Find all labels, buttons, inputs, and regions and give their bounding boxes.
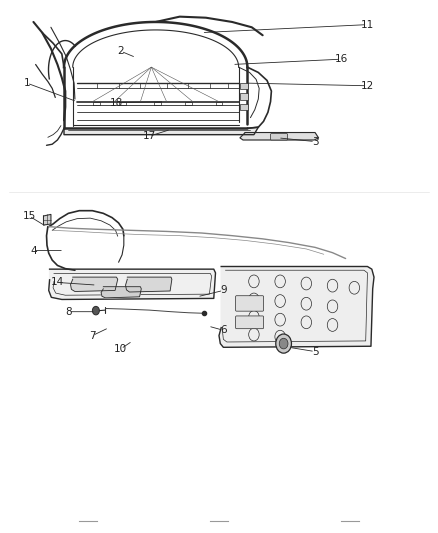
Text: 18: 18 <box>110 98 123 108</box>
FancyBboxPatch shape <box>271 134 288 140</box>
Circle shape <box>92 306 99 315</box>
FancyBboxPatch shape <box>240 93 248 100</box>
Text: 2: 2 <box>117 46 124 56</box>
Text: 3: 3 <box>312 136 318 147</box>
FancyBboxPatch shape <box>236 316 264 329</box>
Circle shape <box>279 338 288 349</box>
Text: 1: 1 <box>24 78 30 88</box>
Text: 16: 16 <box>335 54 348 64</box>
FancyBboxPatch shape <box>240 104 248 110</box>
Polygon shape <box>101 287 141 298</box>
FancyBboxPatch shape <box>240 83 248 89</box>
Polygon shape <box>71 277 118 292</box>
Text: 5: 5 <box>312 346 318 357</box>
Text: 9: 9 <box>220 286 227 295</box>
Text: 6: 6 <box>220 325 227 335</box>
Polygon shape <box>240 133 318 140</box>
Text: 17: 17 <box>142 131 156 141</box>
Text: 10: 10 <box>114 344 127 354</box>
Polygon shape <box>219 266 374 348</box>
Text: 4: 4 <box>30 246 37 255</box>
Text: 8: 8 <box>65 306 72 317</box>
Circle shape <box>276 334 291 353</box>
FancyBboxPatch shape <box>236 296 264 311</box>
Text: 12: 12 <box>361 81 374 91</box>
Text: 7: 7 <box>89 330 95 341</box>
Text: 11: 11 <box>361 20 374 30</box>
Polygon shape <box>126 277 172 292</box>
Polygon shape <box>64 127 258 135</box>
Polygon shape <box>49 269 215 300</box>
Text: 14: 14 <box>51 278 64 287</box>
Text: 15: 15 <box>22 211 36 221</box>
Polygon shape <box>43 214 51 225</box>
